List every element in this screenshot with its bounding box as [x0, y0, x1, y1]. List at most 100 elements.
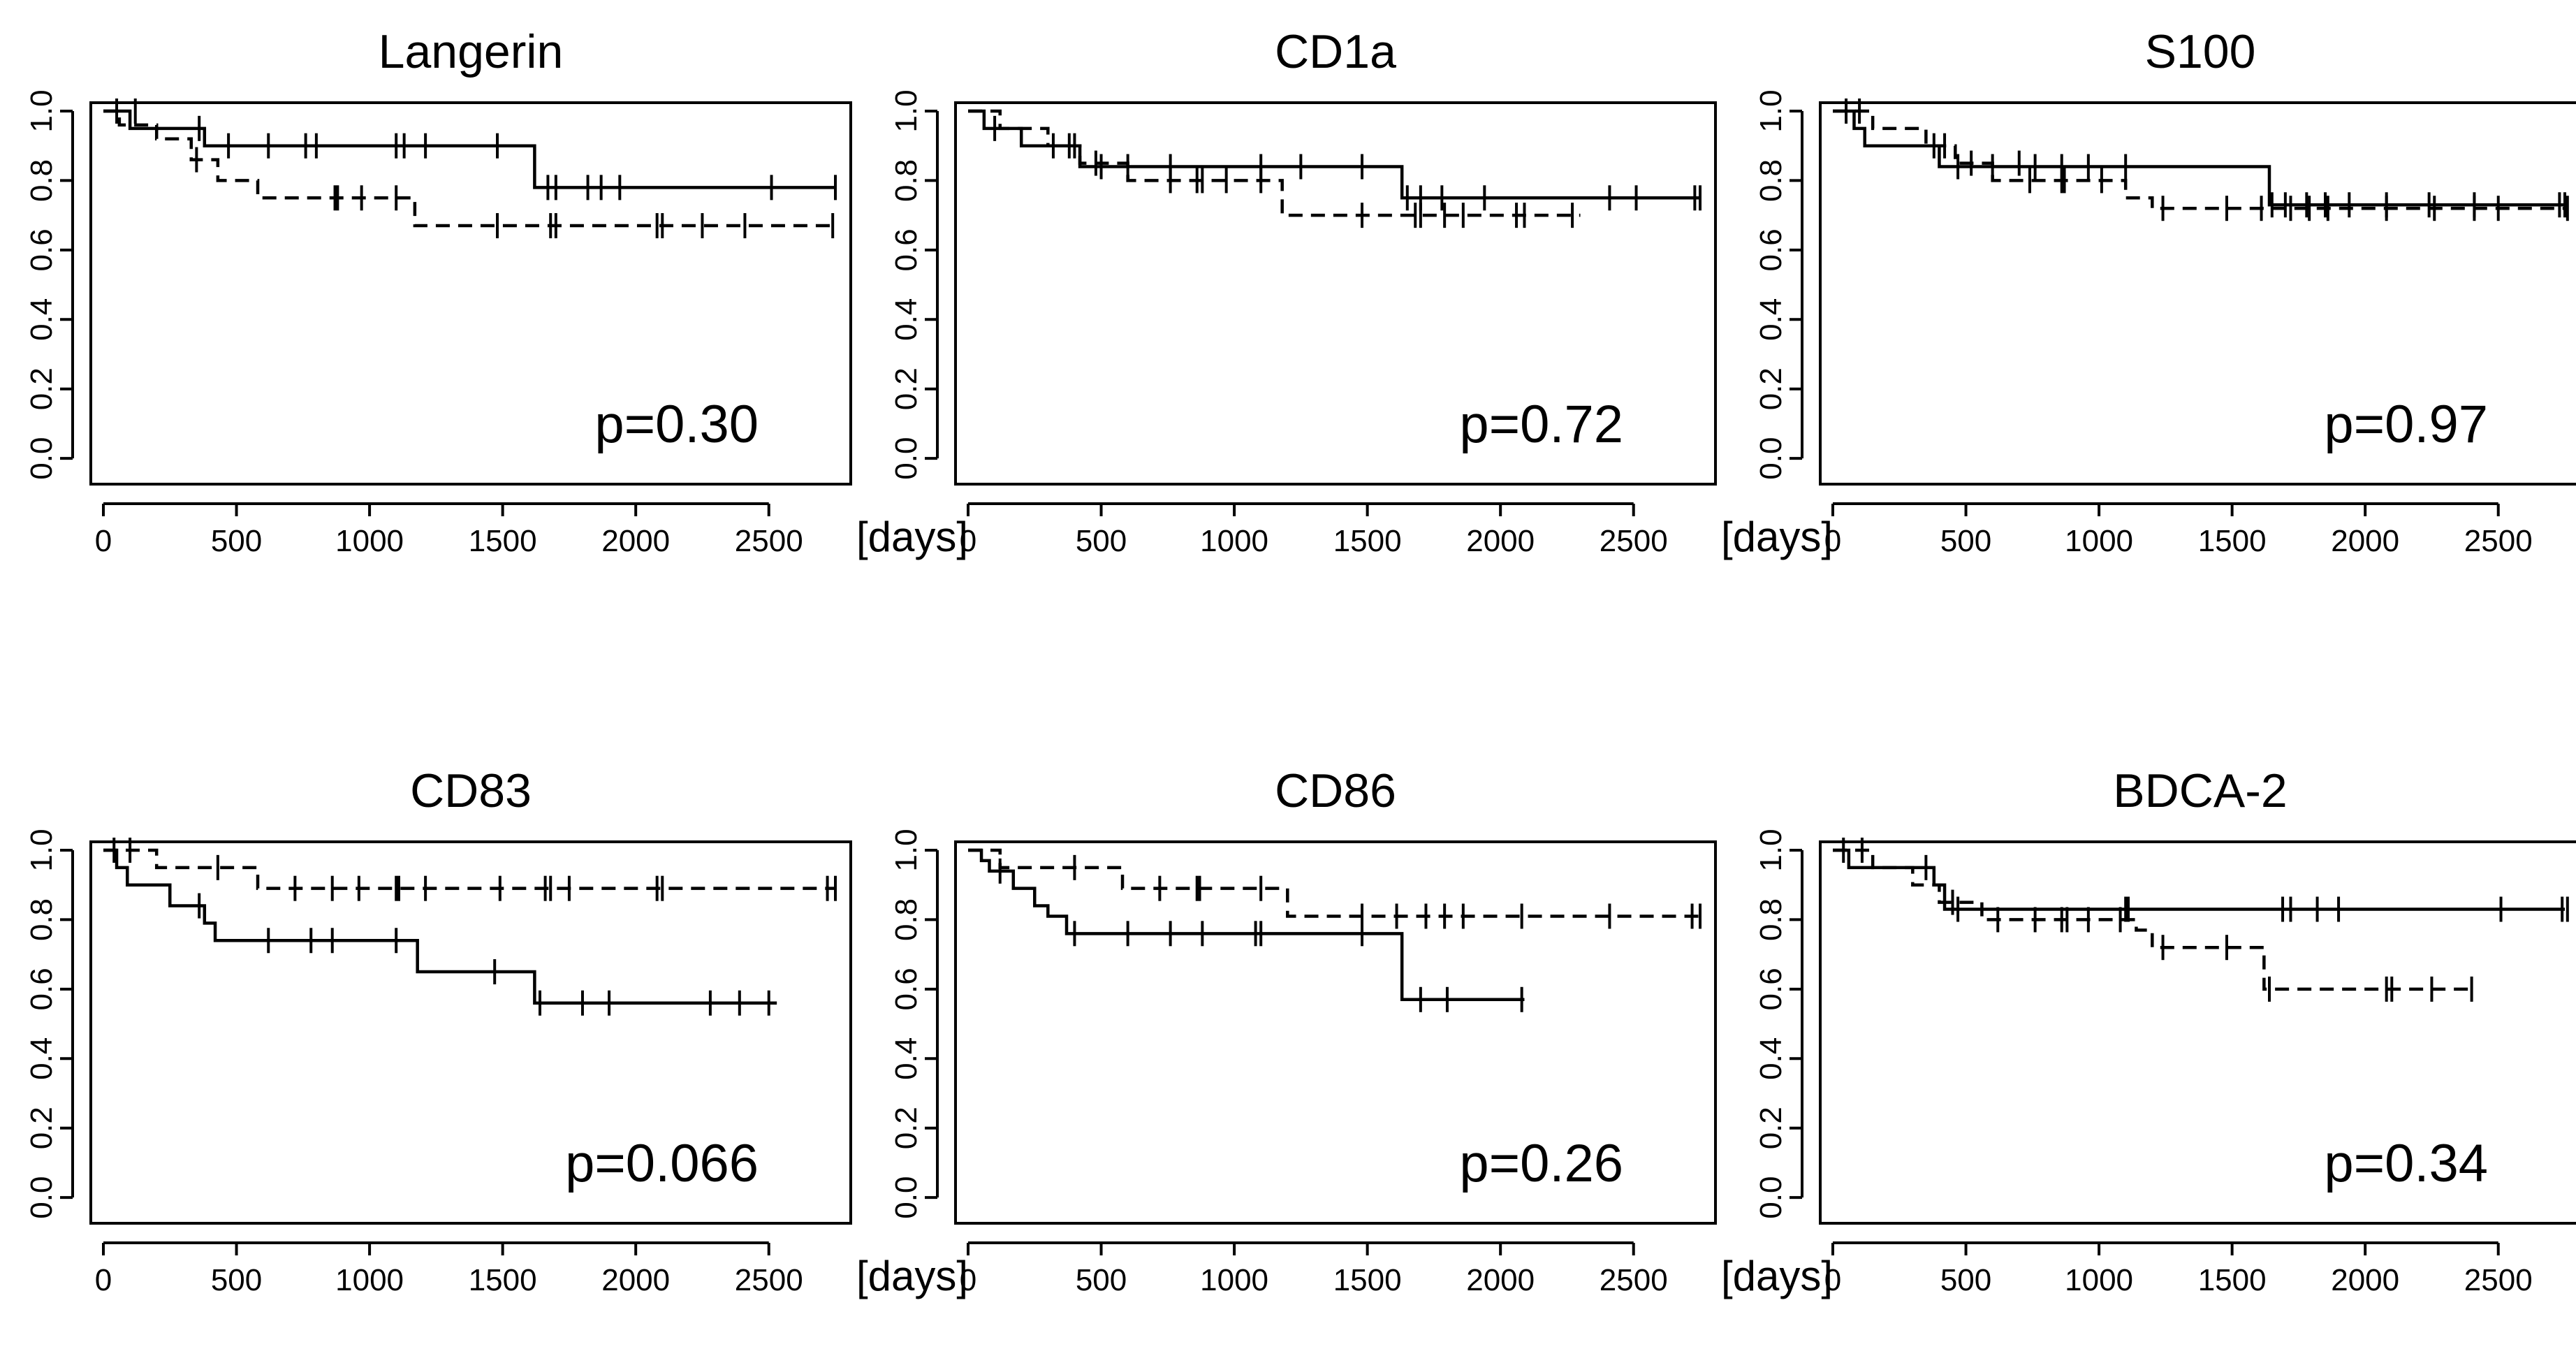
y-tick-label: 0.6 [889, 968, 923, 1010]
p-value-label: p=0.26 [1459, 1134, 1623, 1193]
km-panel-0: Langerin 0.0 0.2 0.4 0.6 0.8 1.0 0 500 1000 1500 20… [24, 25, 968, 560]
p-value-label: p=0.72 [1459, 395, 1623, 454]
chart-title: S100 [2145, 25, 2256, 78]
y-tick-label: 0.0 [24, 437, 59, 480]
plot-frame [1819, 101, 2576, 486]
y-tick-label: 0.6 [24, 968, 59, 1010]
km-panel-5: BDCA-2 0.0 0.2 0.4 0.6 0.8 1.0 0 500 1000 1500 2000… [1754, 764, 2576, 1297]
x-tick-label: 500 [1940, 524, 1991, 558]
y-tick-label: 0.2 [1754, 1107, 1788, 1149]
survival-curve-dashed [103, 848, 835, 890]
y-tick-label: 0.8 [1754, 898, 1788, 941]
x-tick-label: 1500 [2198, 524, 2267, 558]
y-tick-label: 0.6 [24, 228, 59, 271]
x-tick-label: 2000 [601, 1263, 670, 1297]
y-tick-label: 0.4 [24, 298, 59, 341]
y-tick-label: 0.2 [1754, 367, 1788, 410]
y-tick-label: 0.2 [24, 367, 59, 410]
x-tick-label: 1500 [469, 1263, 537, 1297]
y-tick-label: 0.8 [24, 898, 59, 941]
x-tick-label: 2000 [601, 524, 670, 558]
x-tick-label: 0 [960, 524, 976, 558]
p-value-label: p=0.30 [594, 395, 759, 454]
plot-frame [954, 840, 1717, 1225]
y-tick-label: 0.8 [889, 898, 923, 941]
y-tick-label: 0.2 [24, 1107, 59, 1149]
plot-frame [89, 840, 852, 1225]
survival-curve-solid [968, 848, 1525, 1002]
p-value-label: p=0.066 [565, 1134, 759, 1193]
y-tick-label: 0.0 [1754, 437, 1788, 480]
plot-frame [954, 101, 1717, 486]
y-tick-label: 0.4 [889, 298, 923, 341]
x-unit-label: [days] [856, 513, 968, 560]
x-unit-label: [days] [856, 1253, 968, 1299]
y-tick-label: 0.0 [1754, 1176, 1788, 1219]
p-value-label: p=0.97 [2324, 395, 2488, 454]
x-tick-label: 0 [95, 1263, 112, 1297]
survival-curve-dashed [103, 109, 835, 228]
x-tick-label: 2500 [735, 524, 803, 558]
x-tick-label: 2500 [2464, 1263, 2533, 1297]
x-tick-label: 500 [211, 1263, 262, 1297]
y-tick-label: 0.0 [24, 1176, 59, 1219]
x-tick-label: 1000 [335, 524, 404, 558]
y-tick-label: 0.6 [1754, 968, 1788, 1010]
survival-curve-dashed [968, 109, 1581, 217]
x-tick-label: 500 [1076, 524, 1127, 558]
y-tick-label: 0.6 [889, 228, 923, 271]
y-tick-label: 0.2 [889, 1107, 923, 1149]
x-tick-label: 1000 [2065, 524, 2133, 558]
km-panel-2: S100 0.0 0.2 0.4 0.6 0.8 1.0 0 500 1000 1500 2000 25… [1754, 25, 2576, 558]
y-tick-label: 0.2 [889, 367, 923, 410]
p-value-label: p=0.34 [2324, 1134, 2488, 1193]
y-tick-label: 1.0 [1754, 89, 1788, 132]
y-tick-label: 0.4 [1754, 1037, 1788, 1080]
km-panel-1: CD1a 0.0 0.2 0.4 0.6 0.8 1.0 0 500 1000 1500 2000 25… [889, 25, 1833, 560]
x-unit-label: [days] [1721, 513, 1833, 560]
y-tick-label: 1.0 [24, 89, 59, 132]
survival-curve-solid [968, 109, 1700, 200]
x-tick-label: 2000 [1466, 524, 1535, 558]
x-tick-label: 500 [1076, 1263, 1127, 1297]
x-tick-label: 1000 [2065, 1263, 2133, 1297]
survival-curve-solid [1833, 109, 2565, 207]
y-tick-label: 0.8 [1754, 159, 1788, 202]
x-tick-label: 1000 [335, 1263, 404, 1297]
x-tick-label: 2000 [2331, 524, 2399, 558]
x-tick-label: 2000 [1466, 1263, 1535, 1297]
x-tick-label: 0 [1824, 1263, 1841, 1297]
x-tick-label: 1500 [469, 524, 537, 558]
x-tick-label: 2000 [2331, 1263, 2399, 1297]
x-tick-label: 1500 [1333, 1263, 1402, 1297]
survival-curve-solid [103, 109, 835, 189]
x-tick-label: 1500 [2198, 1263, 2267, 1297]
survival-curve-dashed [968, 848, 1700, 918]
x-tick-label: 0 [1824, 524, 1841, 558]
x-tick-label: 1000 [1200, 524, 1268, 558]
chart-title: CD1a [1275, 25, 1396, 78]
chart-title: CD86 [1275, 764, 1396, 817]
x-tick-label: 1000 [1200, 1263, 1268, 1297]
y-tick-label: 0.4 [889, 1037, 923, 1080]
y-tick-label: 1.0 [1754, 829, 1788, 871]
chart-title: BDCA-2 [2113, 764, 2287, 817]
y-tick-label: 1.0 [889, 829, 923, 871]
y-tick-label: 0.4 [24, 1037, 59, 1080]
x-tick-label: 1500 [1333, 524, 1402, 558]
x-tick-label: 0 [95, 524, 112, 558]
x-tick-label: 0 [960, 1263, 976, 1297]
y-tick-label: 0.8 [889, 159, 923, 202]
survival-curve-solid [103, 848, 777, 1005]
survival-curve-dashed [1833, 109, 2565, 210]
y-tick-label: 0.8 [24, 159, 59, 202]
chart-title: CD83 [410, 764, 532, 817]
x-unit-label: [days] [1721, 1253, 1833, 1299]
y-tick-label: 0.0 [889, 1176, 923, 1219]
chart-title: Langerin [379, 25, 564, 78]
x-tick-label: 2500 [2464, 524, 2533, 558]
y-tick-label: 0.6 [1754, 228, 1788, 271]
y-tick-label: 0.4 [1754, 298, 1788, 341]
plot-frame [89, 101, 852, 486]
x-tick-label: 2500 [735, 1263, 803, 1297]
